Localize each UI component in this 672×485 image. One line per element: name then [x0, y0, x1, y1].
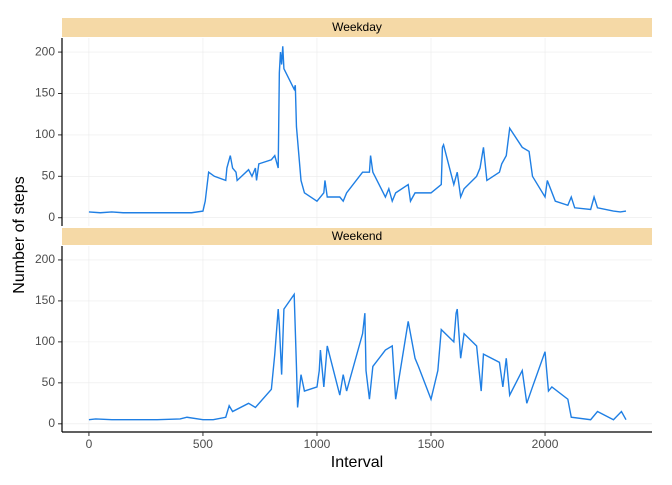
y-tick-label: 100 — [35, 334, 55, 348]
y-tick-label: 0 — [48, 210, 55, 224]
y-tick-label: 50 — [42, 375, 56, 389]
x-tick-label: 0 — [86, 437, 93, 451]
line — [88, 292, 627, 421]
panel-title: Weekday — [332, 20, 382, 34]
y-tick-label: 0 — [48, 416, 55, 430]
strip — [62, 18, 652, 37]
y-tick-label: 150 — [35, 86, 55, 100]
line — [88, 46, 627, 214]
y-tick-label: 100 — [35, 127, 55, 141]
x-tick-label: 1000 — [304, 437, 331, 451]
y-tick-label: 50 — [42, 168, 56, 182]
x-tick-label: 1500 — [418, 437, 445, 451]
x-tick-label: 500 — [193, 437, 213, 451]
x-axis-title: Interval — [331, 454, 383, 471]
y-tick-label: 150 — [35, 293, 55, 307]
y-tick-label: 200 — [35, 252, 55, 266]
y-tick-label: 200 — [35, 44, 55, 58]
y-axis-title: Number of steps — [11, 176, 28, 293]
x-tick-label: 2000 — [532, 437, 559, 451]
strip — [62, 228, 652, 245]
panel-title: Weekend — [332, 229, 382, 243]
